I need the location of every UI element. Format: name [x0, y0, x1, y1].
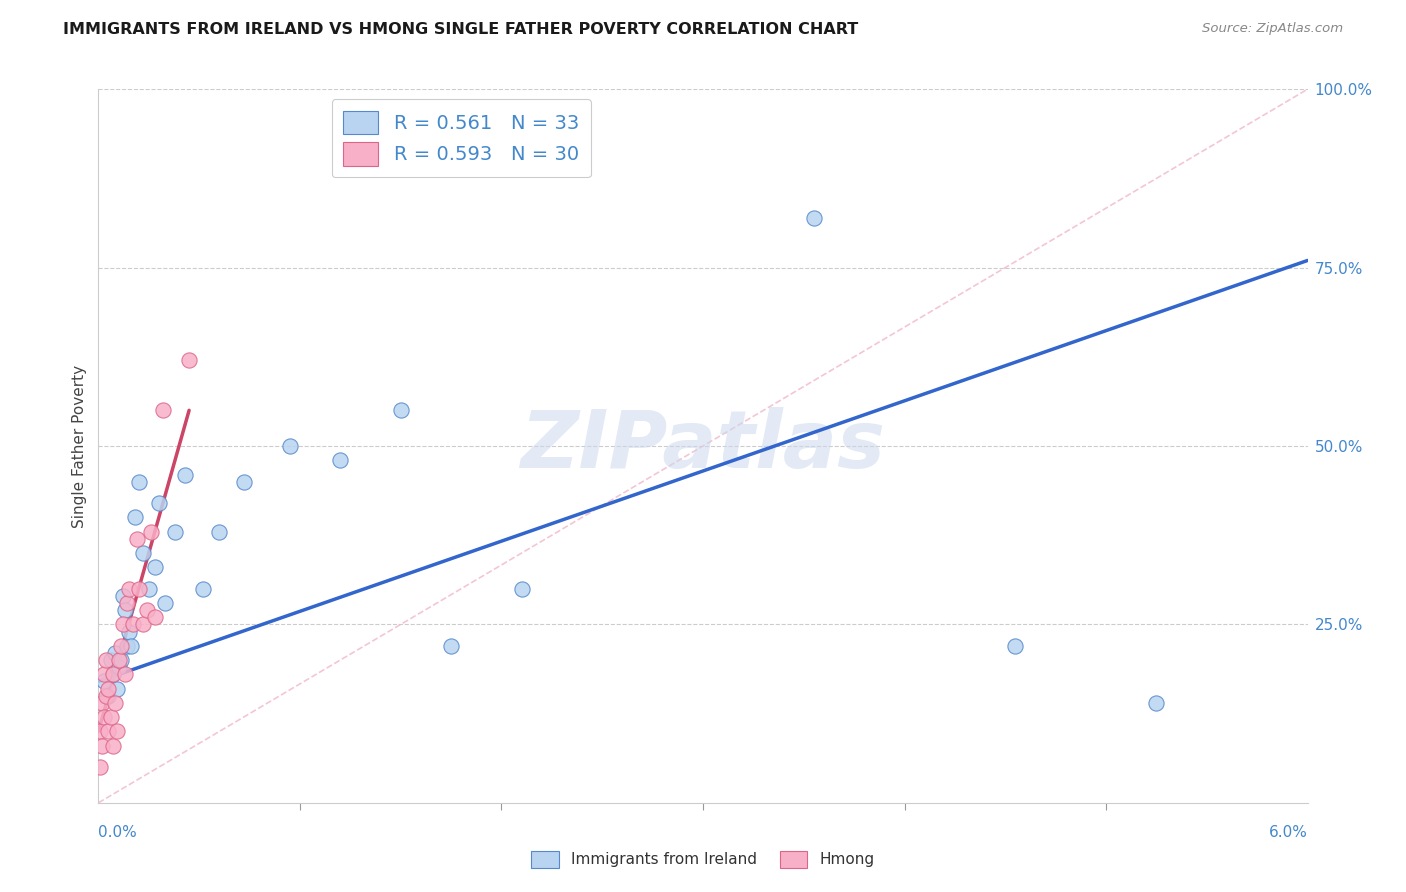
Point [208, 524, 231, 539]
Text: 0.0%: 0.0% [98, 825, 138, 840]
Point [232, 475, 254, 489]
Point [193, 582, 215, 596]
Point [128, 475, 150, 489]
Point [100, 710, 122, 724]
Point [91, 696, 114, 710]
Point [107, 653, 129, 667]
Point [132, 546, 155, 560]
Point [101, 667, 124, 681]
Point [110, 639, 132, 653]
Text: Source: ZipAtlas.com: Source: ZipAtlas.com [1202, 22, 1343, 36]
Point [96, 653, 118, 667]
Legend: Immigrants from Ireland, Hmong: Immigrants from Ireland, Hmong [526, 845, 880, 873]
Point [103, 646, 125, 660]
Y-axis label: Single Father Poverty: Single Father Poverty [72, 365, 87, 527]
Point [93, 667, 115, 681]
Point [152, 403, 174, 417]
Point [143, 610, 166, 624]
Point [93, 710, 115, 724]
Point [89, 724, 111, 739]
Point [510, 582, 533, 596]
Point [105, 681, 128, 696]
Point [114, 603, 136, 617]
Point [803, 211, 825, 225]
Point [278, 439, 301, 453]
Point [1146, 696, 1168, 710]
Point [115, 639, 138, 653]
Point [91, 739, 114, 753]
Point [174, 467, 197, 482]
Point [114, 667, 136, 681]
Point [96, 689, 118, 703]
Point [105, 724, 128, 739]
Point [153, 596, 176, 610]
Point [135, 603, 157, 617]
Text: IMMIGRANTS FROM IRELAND VS HMONG SINGLE FATHER POVERTY CORRELATION CHART: IMMIGRANTS FROM IRELAND VS HMONG SINGLE … [63, 22, 859, 37]
Point [1004, 639, 1026, 653]
Point [97, 681, 120, 696]
Point [107, 660, 129, 674]
Text: ZIPatlas: ZIPatlas [520, 407, 886, 485]
Point [120, 639, 142, 653]
Point [111, 617, 134, 632]
Point [163, 524, 186, 539]
Point [101, 739, 124, 753]
Point [132, 617, 155, 632]
Point [118, 624, 141, 639]
Point [100, 653, 122, 667]
Point [101, 667, 124, 681]
Point [111, 589, 134, 603]
Point [389, 403, 412, 417]
Point [97, 689, 120, 703]
Point [139, 524, 162, 539]
Point [115, 596, 138, 610]
Point [179, 353, 201, 368]
Text: 6.0%: 6.0% [1268, 825, 1308, 840]
Point [125, 532, 148, 546]
Point [124, 510, 146, 524]
Point [329, 453, 352, 467]
Point [103, 696, 125, 710]
Point [121, 617, 143, 632]
Point [118, 582, 141, 596]
Point [143, 560, 166, 574]
Point [97, 724, 120, 739]
Point [138, 582, 160, 596]
Point [148, 496, 170, 510]
Point [128, 582, 150, 596]
Point [93, 674, 115, 689]
Point [89, 760, 111, 774]
Point [110, 653, 132, 667]
Point [440, 639, 463, 653]
